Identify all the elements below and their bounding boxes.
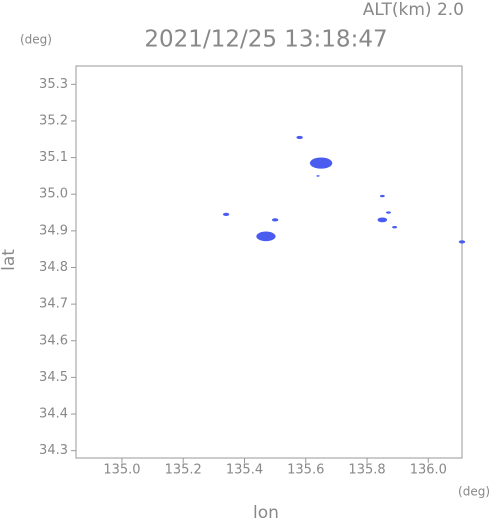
echo-point (256, 231, 276, 242)
echo-point (458, 240, 466, 244)
x-tick-label: 135.4 (226, 463, 263, 478)
y-axis-label: lat (0, 249, 19, 271)
echo-point (271, 218, 279, 222)
x-tick-label: 136.0 (410, 463, 447, 478)
y-tick-label: 34.7 (39, 297, 68, 312)
altitude: ALT(km) 2.0 (363, 0, 464, 20)
echo-point (222, 212, 230, 216)
y-unit: (deg) (20, 33, 52, 47)
y-tick-label: 34.3 (39, 443, 68, 458)
echo-point (392, 225, 398, 229)
x-unit: (deg) (458, 485, 490, 499)
x-tick-label: 135.2 (165, 463, 202, 478)
y-tick-label: 34.6 (39, 333, 68, 348)
x-tick-label: 135.0 (103, 463, 140, 478)
x-tick-label: 135.8 (348, 463, 385, 478)
echo-point (377, 217, 388, 223)
y-tick-label: 35.3 (39, 77, 68, 92)
y-tick-label: 35.1 (39, 150, 68, 165)
y-tick-label: 35.2 (39, 113, 68, 128)
echo-point (309, 157, 333, 169)
echo-point (296, 135, 303, 140)
x-tick-label: 135.6 (287, 463, 324, 478)
chart-title: 2021/12/25 13:18:47 (144, 27, 387, 53)
y-tick-label: 34.9 (39, 223, 68, 238)
plot-frame (75, 65, 463, 459)
echo-point (316, 175, 320, 177)
x-axis-label: lon (253, 503, 279, 521)
y-tick-label: 34.8 (39, 260, 68, 275)
y-tick-label: 35.0 (39, 187, 68, 202)
echo-point (379, 194, 385, 198)
echo-point (386, 211, 391, 214)
y-tick-label: 34.5 (39, 370, 68, 385)
y-tick-label: 34.4 (39, 407, 68, 422)
